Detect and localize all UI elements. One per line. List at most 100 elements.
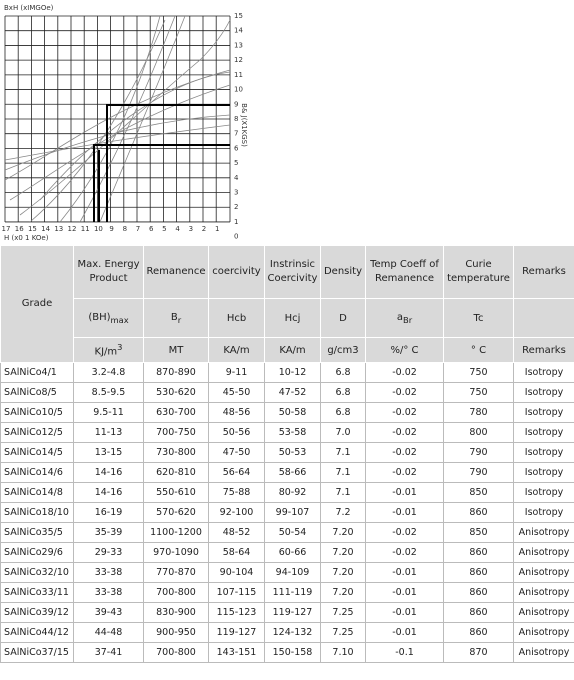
unit-cell: MT (143, 337, 209, 363)
data-cell: 7.1 (320, 462, 366, 483)
data-cell: 90-104 (208, 562, 265, 583)
unit-cell: ° C (443, 337, 514, 363)
right-tick-label: 13 (234, 41, 243, 49)
row: Grade Max. Energy Product Remanence coerciv… (0, 245, 574, 363)
curve (59, 15, 161, 223)
data-cell: SAlNiCo14/8 (0, 482, 74, 503)
data-cell: 570-620 (143, 502, 209, 523)
data-cell: SAlNiCo12/5 (0, 422, 74, 443)
operating-lines (93, 104, 230, 222)
data-cell: SAlNiCo44/12 (0, 622, 74, 643)
row: SAlNiCo32/10 33-38 770-870 90-104 94-109 7.20… (0, 562, 574, 583)
data-cell: Anisotropy (513, 622, 574, 643)
data-cell: 7.2 (320, 502, 366, 523)
right-axis-label: B& J(X1KGS) (240, 103, 248, 147)
row: SAlNiCo33/11 33-38 700-800 107-115 111-119 7.… (0, 582, 574, 603)
data-cell: 7.1 (320, 442, 366, 463)
data-cell: 7.20 (320, 582, 366, 603)
data-cell: -0.01 (365, 602, 444, 623)
bottom-tick-label: 16 (15, 225, 24, 233)
data-cell: 790 (443, 462, 514, 483)
line (106, 104, 230, 222)
data-cell: 7.25 (320, 602, 366, 623)
data-cell: 3.2-4.8 (73, 362, 144, 383)
data-cell: 1100-1200 (143, 522, 209, 543)
header-cell: Remanence (143, 245, 209, 299)
data-cell: 7.20 (320, 522, 366, 543)
data-cell: -0.02 (365, 382, 444, 403)
data-cell: 870-890 (143, 362, 209, 383)
data-cell: 50-53 (264, 442, 321, 463)
data-cell: 37-41 (73, 642, 144, 663)
right-tick-label: 5 (234, 159, 238, 167)
data-cell: SAlNiCo14/5 (0, 442, 74, 463)
data-cell: 50-56 (208, 422, 265, 443)
data-cell: 39-43 (73, 602, 144, 623)
unit-cell: Remarks (513, 337, 574, 363)
row: SAlNiCo14/6 14-16 620-810 56-64 58-66 7.1 -0.0… (0, 462, 574, 483)
header-cell: Remarks (513, 245, 574, 299)
header-cell: Max. Energy Product (73, 245, 144, 299)
row: SAlNiCo8/5 8.5-9.5 530-620 45-50 47-52 6.8 -0.… (0, 382, 574, 403)
bottom-tick-label: 17 (2, 225, 11, 233)
right-tick-label: 2 (234, 203, 238, 211)
bottom-tick-label: 14 (41, 225, 50, 233)
data-cell: 7.10 (320, 642, 366, 663)
data-cell: 620-810 (143, 462, 209, 483)
data-cell: 860 (443, 542, 514, 563)
data-cell: 750 (443, 362, 514, 383)
data-cell: 790 (443, 442, 514, 463)
symbol-cell: aBr (365, 298, 444, 338)
grid (4, 15, 231, 223)
data-cell: SAlNiCo33/11 (0, 582, 74, 603)
data-cell: 111-119 (264, 582, 321, 603)
right-tick-label: 11 (234, 71, 243, 79)
x-axis-label: H (x0 1 KOe) (4, 234, 49, 242)
data-cell: Isotropy (513, 422, 574, 443)
data-cell: Isotropy (513, 482, 574, 503)
data-cell: 550-610 (143, 482, 209, 503)
right-tick-label: 6 (234, 144, 239, 152)
data-cell: 44-48 (73, 622, 144, 643)
data-cell: -0.01 (365, 582, 444, 603)
data-cell: 530-620 (143, 382, 209, 403)
data-cell: 60-66 (264, 542, 321, 563)
row: SAlNiCo14/8 14-16 550-610 75-88 80-92 7.1 -0.0… (0, 482, 574, 503)
bottom-tick-label: 4 (175, 225, 180, 233)
data-cell: 860 (443, 582, 514, 603)
data-cell: -0.02 (365, 402, 444, 423)
right-tick-label: 0 (234, 233, 238, 241)
symbol-cell (513, 298, 574, 338)
curve (19, 19, 231, 216)
data-cell: 50-54 (264, 522, 321, 543)
right-tick-label: 15 (234, 12, 243, 20)
bottom-tick-label: 10 (94, 225, 103, 233)
data-cell: -0.02 (365, 442, 444, 463)
right-tick-label: 14 (234, 27, 243, 35)
data-cell: 870 (443, 642, 514, 663)
curve (99, 15, 186, 223)
curve (4, 114, 231, 171)
data-cell: SAlNiCo18/10 (0, 502, 74, 523)
header-cell: Instrinsic Coercivity (264, 245, 321, 299)
data-cell: 94-109 (264, 562, 321, 583)
right-tick-label: 4 (234, 174, 239, 182)
symbol-cell: Hcb (208, 298, 265, 338)
data-cell: 700-750 (143, 422, 209, 443)
unit-cell: %/° C (365, 337, 444, 363)
row: SAlNiCo18/10 16-19 570-620 92-100 99-107 7.2-… (0, 502, 574, 523)
data-cell: 45-50 (208, 382, 265, 403)
grade-table: Grade Max. Energy Product Remanence coerciv… (0, 245, 574, 663)
data-cell: 730-800 (143, 442, 209, 463)
data-cell: 860 (443, 502, 514, 523)
data-cell: 970-1090 (143, 542, 209, 563)
data-cell: 47-52 (264, 382, 321, 403)
bottom-tick-label: 12 (68, 225, 77, 233)
script-text: max (110, 314, 129, 325)
data-cell: 48-52 (208, 522, 265, 543)
data-cell: Anisotropy (513, 642, 574, 663)
curve (9, 84, 231, 201)
symbol-cell: Br (143, 298, 209, 338)
symbol-cell: Hcj (264, 298, 321, 338)
